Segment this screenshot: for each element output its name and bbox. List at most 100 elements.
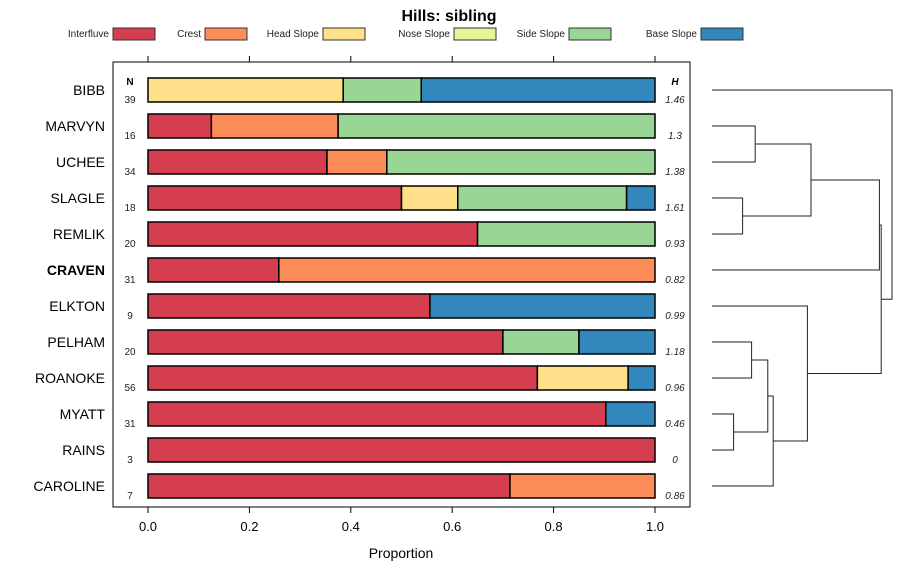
- legend-label: Side Slope: [517, 29, 566, 40]
- bar-row: CRAVEN 31 0.82: [47, 257, 685, 286]
- bar-segment: [420, 77, 656, 103]
- dendrogram-branch: [712, 89, 893, 300]
- n-value: 16: [124, 131, 136, 142]
- bar-row: UCHEE 34 1.38: [56, 149, 685, 178]
- x-tick-label: 0.2: [240, 519, 258, 534]
- bar-segment: [342, 77, 423, 103]
- n-value: 56: [124, 383, 136, 394]
- bar-segment: [147, 185, 403, 211]
- legend-label: Head Slope: [267, 29, 320, 40]
- n-value: 31: [124, 275, 136, 286]
- dendrogram-branch: [742, 143, 812, 217]
- x-tick-label: 0.6: [443, 519, 461, 534]
- n-value: 18: [124, 203, 136, 214]
- category-label: MYATT: [60, 406, 106, 422]
- x-tick-label: 0.0: [139, 519, 157, 534]
- dendrogram-branch: [733, 359, 769, 433]
- n-value: 3: [127, 455, 133, 466]
- bar-segment: [147, 149, 328, 175]
- n-value: 9: [127, 311, 133, 322]
- bar-segment: [627, 365, 656, 391]
- n-value: 7: [127, 491, 133, 502]
- x-axis-label: Proportion: [369, 545, 434, 561]
- n-value: 20: [124, 239, 136, 250]
- h-value: 0.96: [665, 383, 685, 394]
- bar-row: BIBB 39 1.46: [73, 77, 685, 106]
- dendrogram-branch: [712, 197, 744, 235]
- n-value: 20: [124, 347, 136, 358]
- dendrogram-branch: [807, 224, 882, 374]
- bar-row: MARVYN 16 1.3: [45, 113, 682, 142]
- h-value: 0: [672, 455, 678, 466]
- bar-segment: [147, 365, 539, 391]
- bar-segment: [147, 221, 479, 247]
- h-value: 1.61: [665, 203, 684, 214]
- bar-segment: [326, 149, 388, 175]
- legend-label: Nose Slope: [398, 29, 450, 40]
- dendrogram-branch: [712, 305, 808, 442]
- x-tick-label: 0.8: [545, 519, 563, 534]
- chart-title: Hills: sibling: [401, 8, 496, 25]
- bar-segment: [147, 401, 607, 427]
- category-label: BIBB: [73, 82, 105, 98]
- bar-segment: [337, 113, 656, 139]
- bar-segment: [147, 437, 656, 463]
- bar-segment: [147, 473, 511, 499]
- dendrogram-branch: [712, 125, 756, 163]
- legend-swatch: [112, 27, 156, 41]
- bar-row: ELKTON 9 0.99: [49, 293, 685, 322]
- legend-label: Crest: [177, 29, 201, 40]
- h-value: 0.99: [665, 311, 685, 322]
- category-label: RAINS: [62, 442, 105, 458]
- h-value: 0.93: [665, 239, 685, 250]
- bar-segment: [147, 77, 344, 103]
- dendrogram-branch: [712, 395, 774, 487]
- bar-segment: [400, 185, 459, 211]
- h-column-header: H: [671, 77, 679, 88]
- legend: Interfluve Crest Head Slope Nose Slope Side …: [68, 27, 744, 41]
- bar-segment: [210, 113, 339, 139]
- dendrogram: [712, 89, 893, 487]
- h-value: 1.46: [665, 95, 685, 106]
- dendrogram-branch: [712, 341, 753, 379]
- category-label: MARVYN: [45, 118, 105, 134]
- legend-swatch: [453, 27, 497, 41]
- category-label: UCHEE: [56, 154, 105, 170]
- category-label: ELKTON: [49, 298, 105, 314]
- bar-segment: [147, 257, 280, 283]
- bar-row: REMLIK 20 0.93: [53, 221, 685, 250]
- bar-row: PELHAM 20 1.18: [47, 329, 685, 358]
- legend-swatch: [568, 27, 612, 41]
- bar-segment: [386, 149, 656, 175]
- legend-swatch: [204, 27, 248, 41]
- x-tick-label: 0.4: [342, 519, 360, 534]
- n-value: 31: [124, 419, 136, 430]
- bar-segment: [625, 185, 656, 211]
- dendrogram-branch: [712, 179, 880, 271]
- dendrogram-branch: [712, 413, 735, 451]
- legend-label: Base Slope: [646, 29, 698, 40]
- bar-segment: [476, 221, 656, 247]
- legend-swatch: [322, 27, 366, 41]
- bar-segment: [509, 473, 656, 499]
- n-column-header: N: [126, 77, 133, 88]
- bar-row: CAROLINE 7 0.86: [33, 473, 685, 502]
- bar-row: RAINS 3 0: [62, 437, 678, 466]
- h-value: 0.86: [665, 491, 685, 502]
- bar-row: ROANOKE 56 0.96: [35, 365, 685, 394]
- bar-segment: [147, 329, 504, 355]
- bar-segment: [536, 365, 629, 391]
- h-value: 1.3: [668, 131, 682, 142]
- legend-swatch: [700, 27, 744, 41]
- bar-segment: [457, 185, 628, 211]
- bar-row: MYATT 31 0.46: [60, 401, 685, 430]
- bar-row: SLAGLE 18 1.61: [51, 185, 685, 214]
- category-label: PELHAM: [47, 334, 105, 350]
- category-label: CAROLINE: [33, 478, 105, 494]
- plot-panel: [112, 61, 691, 508]
- bar-segment: [502, 329, 580, 355]
- bar-segment: [147, 293, 431, 319]
- category-label: SLAGLE: [51, 190, 105, 206]
- category-label: REMLIK: [53, 226, 106, 242]
